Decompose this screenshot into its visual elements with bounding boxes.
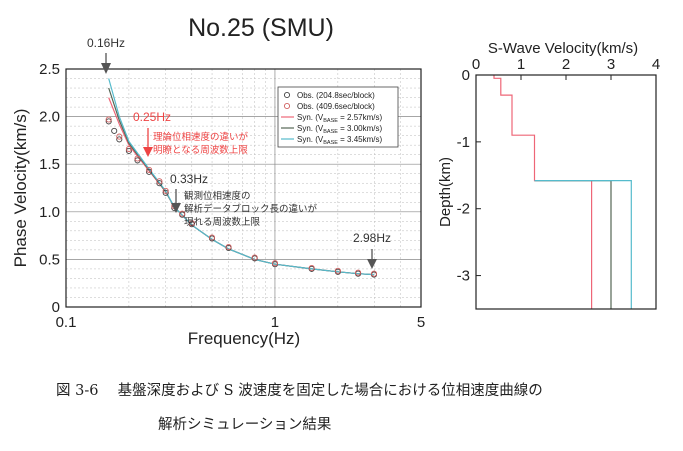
left-obs-point-s1-12 <box>251 254 258 261</box>
left-obs-point-s0-6 <box>156 180 163 187</box>
left-obs-point-s0-0 <box>105 118 112 125</box>
left-obs-point-s1-3 <box>134 155 141 162</box>
figure-caption-line-1: 図 3-6 基盤深度および S 波速度を固定した場合における位相速度曲線の <box>56 383 543 399</box>
annotation-2-98hz-label: 2.98Hz <box>353 231 391 245</box>
left-y-tick-label: 1.5 <box>39 156 60 173</box>
right-profile-series-1 <box>534 180 612 309</box>
annotation-0-33hz-note-3: 現れる周波数上限 <box>184 216 261 228</box>
left-obs-point-s1-6 <box>162 187 169 194</box>
annotation-2-98hz-arrow-head <box>367 259 377 269</box>
left-obs-point-s1-8 <box>179 210 186 217</box>
right-profile-series-2 <box>534 180 632 309</box>
annotation-0-25hz-note-2: 明瞭となる周波数上限 <box>153 144 248 156</box>
right-y-axis-label: Depth(km) <box>437 157 454 227</box>
left-y-tick-label: 2.5 <box>39 61 60 78</box>
right-y-tick-label: 0 <box>462 67 470 84</box>
left-obs-point-s1-9 <box>188 220 195 227</box>
right-x-tick-label: 3 <box>607 56 615 73</box>
s-wave-velocity-chart: S-Wave Velocity(km/s) 0 1 2 3 4 0 -1 -2 -3 Depth… <box>437 40 661 310</box>
right-y-tick-label: -3 <box>457 268 470 285</box>
annotation-2-98hz: 2.98Hz <box>353 231 391 269</box>
legend: Obs. (204.8sec/block) Obs. (409.6sec/blo… <box>277 86 399 148</box>
right-y-tick-label: -1 <box>457 134 470 151</box>
left-obs-point-s0-3 <box>125 147 132 154</box>
annotation-0-16hz-label: 0.16Hz <box>87 36 125 50</box>
annotation-0-25hz-arrow-head <box>143 147 153 157</box>
right-x-tick-label: 1 <box>517 56 525 73</box>
left-obs-point-s1-4 <box>146 166 153 173</box>
left-x-axis-label: Frequency(Hz) <box>188 329 300 348</box>
annotation-0-33hz: 0.33Hz 観測位相速度の 解析データブロック長の違いが 現れる周波数上限 <box>170 172 318 228</box>
figure-caption-line-2: 解析シミュレーション結果 <box>158 417 332 433</box>
left-tick-labels: 0.1 1 5 0 0.5 1.0 1.5 2.0 2.5 <box>39 61 425 331</box>
right-tick-labels: 0 1 2 3 4 0 -1 -2 -3 <box>457 56 661 285</box>
left-chart-title: No.25 (SMU) <box>188 14 334 42</box>
legend-syn1-label: Syn. (VBASE = 2.57km/s) <box>297 113 382 124</box>
left-obs-point-s1-17 <box>370 270 378 277</box>
left-obs-point-s0-5 <box>146 168 153 175</box>
right-chart-title: S-Wave Velocity(km/s) <box>488 40 638 57</box>
right-x-tick-label: 2 <box>562 56 570 73</box>
legend-obs2-marker <box>283 102 291 110</box>
annotation-0-33hz-note-1: 観測位相速度の <box>184 190 251 202</box>
left-y-tick-label: 0.5 <box>39 251 60 268</box>
legend-syn2-label: Syn. (VBASE = 3.00km/s) <box>297 124 382 135</box>
annotation-0-33hz-label: 0.33Hz <box>170 172 208 186</box>
annotation-0-33hz-note-2: 解析データブロック長の違いが <box>184 203 318 215</box>
left-obs-point-s0-1 <box>111 127 118 134</box>
left-x-tick-label: 1 <box>271 314 279 331</box>
left-obs-point-s1-11 <box>225 243 232 251</box>
left-y-tick-label: 0 <box>52 299 60 316</box>
left-y-tick-label: 1.0 <box>39 204 60 221</box>
left-series <box>105 78 378 278</box>
left-obs-point-s0-7 <box>162 189 169 196</box>
left-obs-point-s1-10 <box>208 234 216 241</box>
annotation-0-16hz: 0.16Hz <box>87 36 125 74</box>
legend-box <box>277 86 399 148</box>
left-x-tick-label: 0.1 <box>56 314 77 331</box>
left-obs-point-s1-15 <box>334 267 341 274</box>
right-y-tick-label: -2 <box>457 201 470 218</box>
legend-obs1-label: Obs. (204.8sec/block) <box>297 91 375 100</box>
right-profile-series-0 <box>493 75 593 309</box>
right-plot-frame <box>475 74 657 310</box>
left-obs-point-s1-0 <box>105 116 112 123</box>
annotation-0-25hz-label: 0.25Hz <box>133 110 171 124</box>
left-syn-series-4 <box>108 78 375 276</box>
left-grid <box>66 69 421 307</box>
annotation-0-25hz-note-1: 理論位相速度の違いが <box>153 131 249 143</box>
annotation-0-16hz-arrow-head <box>101 63 111 74</box>
phase-velocity-chart: No.25 (SMU) 0.1 1 5 0 0.5 1.0 1.5 2.0 2.5 Freque… <box>11 14 425 348</box>
annotation-0-25hz: 0.25Hz 理論位相速度の違いが 明瞭となる周波数上限 <box>133 110 249 157</box>
right-series <box>493 75 632 309</box>
legend-obs2-label: Obs. (409.6sec/block) <box>297 102 375 111</box>
right-x-tick-label: 4 <box>652 56 660 73</box>
left-obs-point-s1-14 <box>308 264 315 272</box>
legend-obs1-marker <box>283 91 291 99</box>
left-obs-point-s1-2 <box>125 145 132 153</box>
left-y-tick-label: 2.0 <box>39 109 60 126</box>
right-x-tick-label: 0 <box>472 56 480 73</box>
annotation-0-33hz-arrow-head <box>171 203 181 213</box>
left-y-axis-label: Phase Velocity(km/s) <box>11 109 30 268</box>
left-obs-point-s1-13 <box>271 260 279 267</box>
legend-syn3-label: Syn. (VBASE = 3.45km/s) <box>297 135 382 146</box>
left-obs-point-s0-4 <box>134 157 141 164</box>
left-obs-point-s1-5 <box>156 178 163 185</box>
left-obs-point-s1-1 <box>116 133 123 140</box>
left-obs-point-s1-16 <box>355 269 362 276</box>
left-x-tick-label: 5 <box>417 314 425 331</box>
left-plot-frame <box>65 68 422 308</box>
left-obs-point-s0-2 <box>116 136 123 143</box>
